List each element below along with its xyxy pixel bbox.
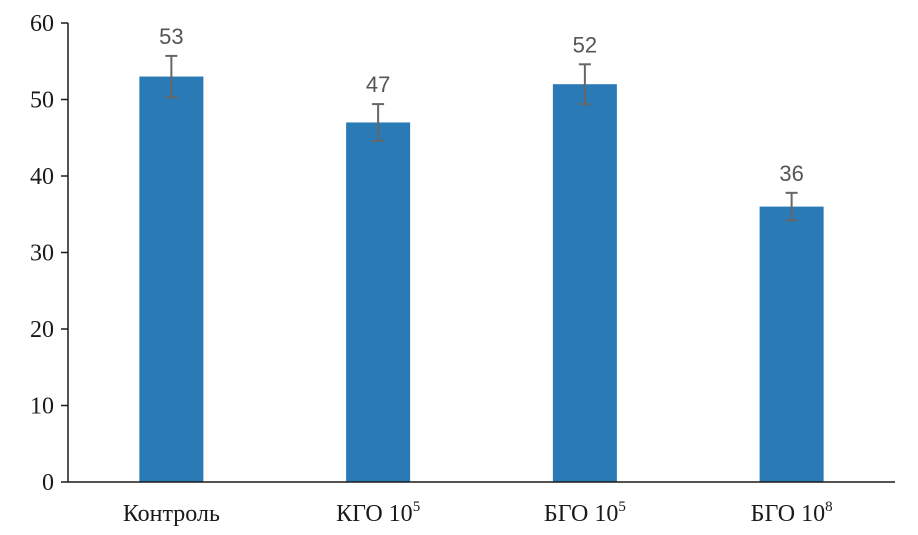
x-category-label: КГО 105 (336, 499, 420, 527)
x-category-label-superscript: 5 (618, 499, 626, 515)
bars-group (139, 76, 824, 483)
bar (552, 84, 617, 482)
bar (346, 122, 411, 482)
error-bar (578, 63, 591, 106)
y-tick-label: 10 (30, 394, 54, 420)
data-label: 36 (779, 161, 803, 186)
y-tick-label: 40 (30, 164, 54, 190)
y-tick-label: 20 (30, 317, 54, 343)
error-bars-group (165, 54, 798, 222)
y-tick-label: 30 (30, 241, 54, 267)
data-labels-group: 53 47 52 36 (159, 24, 804, 186)
x-category-label-superscript: 8 (825, 499, 833, 515)
y-tick-label: 60 (30, 11, 54, 37)
x-category-label: Контроль (123, 501, 220, 527)
bar (139, 76, 204, 483)
bar (759, 206, 824, 482)
data-label: 52 (573, 32, 597, 57)
x-category-label-text: БГО 10 (544, 501, 618, 527)
x-category-label: БГО 108 (751, 499, 833, 527)
x-category-label-superscript: 5 (413, 499, 421, 515)
y-tick-label: 50 (30, 88, 54, 114)
error-bar (372, 103, 385, 142)
y-tick-label: 0 (42, 470, 54, 496)
x-category-label-text: КГО 10 (336, 501, 413, 527)
x-category-label: БГО 105 (544, 499, 626, 527)
error-bar (785, 191, 798, 222)
data-label: 53 (159, 24, 183, 49)
x-category-label-text: Контроль (123, 501, 220, 527)
data-label: 47 (366, 72, 390, 97)
error-bar (165, 54, 178, 99)
y-axis-ticks: 0 10 20 30 40 50 60 (30, 11, 68, 496)
x-axis-labels: Контроль КГО 105 БГО 105 БГО 108 (123, 499, 833, 527)
x-category-label-text: БГО 10 (751, 501, 825, 527)
